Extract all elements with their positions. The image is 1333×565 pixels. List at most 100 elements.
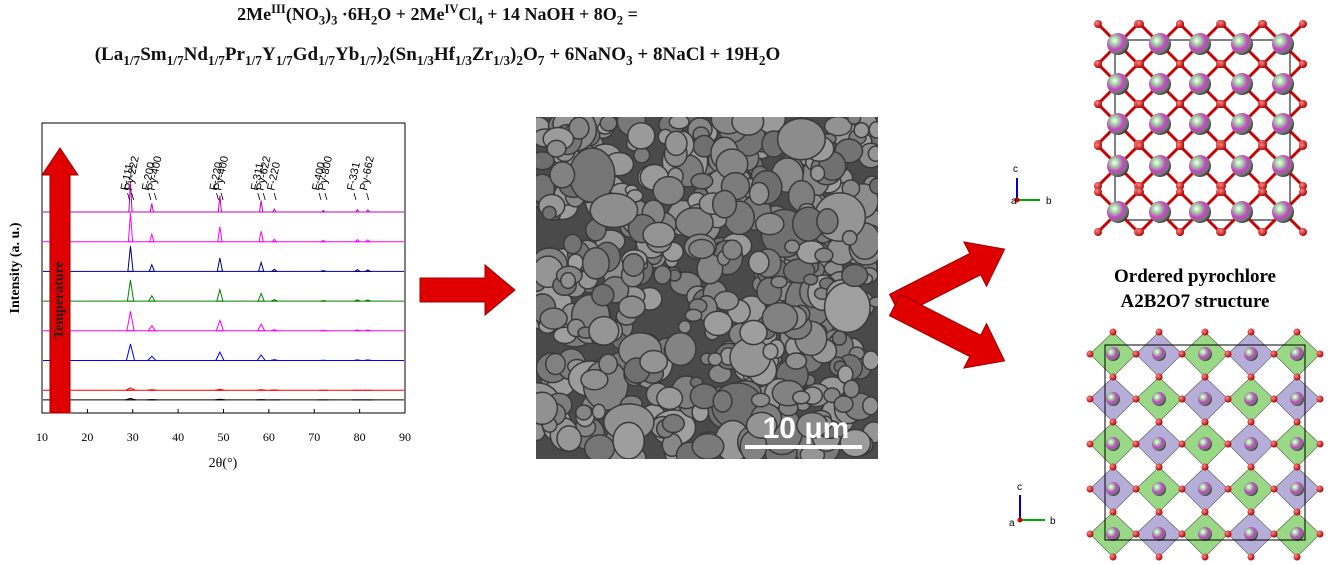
oxygen [1176, 228, 1184, 236]
grain [599, 117, 618, 132]
cation [1106, 392, 1120, 406]
grain [633, 147, 651, 164]
equation-part: Zr [471, 44, 494, 65]
grain [617, 295, 646, 319]
cation [1272, 33, 1294, 55]
peak [364, 329, 372, 332]
temperature-arrow [41, 147, 79, 414]
oxygen [1155, 373, 1163, 381]
equation-part: 2 [616, 13, 624, 28]
peak-label: F-311 [249, 162, 267, 192]
equation-part: 2 [516, 52, 524, 68]
oxygen [1086, 440, 1094, 448]
peak-label: Py-222 [123, 155, 142, 192]
label-pointer [324, 192, 328, 201]
cation [1149, 73, 1171, 95]
oxygen [1094, 142, 1102, 150]
x-tick-label: 50 [218, 430, 230, 444]
oxygen [1201, 508, 1209, 516]
grain [712, 389, 733, 413]
label-pointer [262, 192, 266, 201]
arrow-label: Temperature [52, 261, 67, 339]
cation [1290, 437, 1304, 451]
label-pointer [131, 192, 135, 201]
oxygen [1136, 20, 1144, 28]
oxygen [1155, 553, 1163, 561]
oxygen [1293, 508, 1301, 516]
label-pointer [273, 192, 277, 201]
peak [363, 359, 372, 361]
grain [867, 145, 878, 162]
oxygen [1109, 553, 1117, 561]
grain [598, 353, 619, 375]
oxygen [1086, 395, 1094, 403]
oxygen [1201, 328, 1209, 336]
cation [1244, 527, 1258, 541]
label-pointer [318, 192, 322, 201]
equation-part: ) [376, 44, 383, 65]
cation [1244, 347, 1258, 361]
equation-line: (La1/7Sm1/7Nd1/7Pr1/7Y1/7Gd1/7Yb1/7)2(Sn… [0, 44, 875, 69]
cation [1106, 347, 1120, 361]
peak [257, 260, 265, 272]
grain [839, 428, 872, 458]
peak [365, 209, 371, 213]
peak [256, 323, 266, 332]
peak [146, 355, 158, 361]
oxygen [1218, 100, 1226, 108]
grain [568, 117, 590, 140]
grain [770, 275, 788, 289]
peak-label: Py-662 [358, 155, 377, 192]
cation [1149, 201, 1171, 223]
oxygen [1086, 485, 1094, 493]
peak [257, 292, 266, 302]
equation-part: 1/3 [493, 52, 511, 68]
peak [320, 269, 327, 272]
equation-part: 7 [537, 52, 545, 68]
equation-part: Nd [183, 44, 208, 65]
equation-part: O [523, 44, 538, 65]
peak [320, 299, 327, 302]
label-pointer [216, 192, 219, 201]
equation-part: III [271, 2, 286, 16]
grain [831, 330, 847, 346]
peak [214, 350, 225, 361]
oxygen [1259, 228, 1267, 236]
equation-part: O [765, 44, 781, 65]
equation-part: 3 [331, 13, 338, 28]
peak-label: Py-400 [212, 155, 231, 192]
cation [1152, 527, 1166, 541]
grain [754, 212, 785, 236]
peak-label: Py-800 [316, 155, 335, 192]
label-pointer [148, 192, 152, 201]
equation-part: 2Me [237, 4, 272, 24]
grain [748, 250, 770, 275]
peak [319, 329, 328, 332]
peak [363, 269, 373, 272]
cation [1152, 347, 1166, 361]
peak [127, 213, 134, 243]
x-tick-label: 30 [127, 430, 139, 444]
grain [664, 130, 688, 157]
grain [842, 379, 860, 399]
oxygen [1224, 350, 1232, 358]
oxygen [1247, 553, 1255, 561]
oxygen [1259, 20, 1267, 28]
sem-image [536, 117, 878, 459]
grain [750, 392, 771, 408]
label-pointer [366, 192, 370, 201]
oxygen [1178, 440, 1186, 448]
oxygen [1299, 20, 1307, 28]
grain [868, 177, 878, 195]
peak [127, 245, 134, 272]
grain [546, 139, 567, 158]
peak [256, 354, 267, 361]
label-pointer [220, 192, 224, 201]
peak [353, 329, 362, 332]
oxygen [1316, 530, 1324, 538]
peak-label: F-220 [265, 161, 283, 192]
oxygen [1136, 142, 1144, 150]
oxygen [1299, 142, 1307, 150]
x-axis-label: 2θ(°) [209, 456, 238, 471]
